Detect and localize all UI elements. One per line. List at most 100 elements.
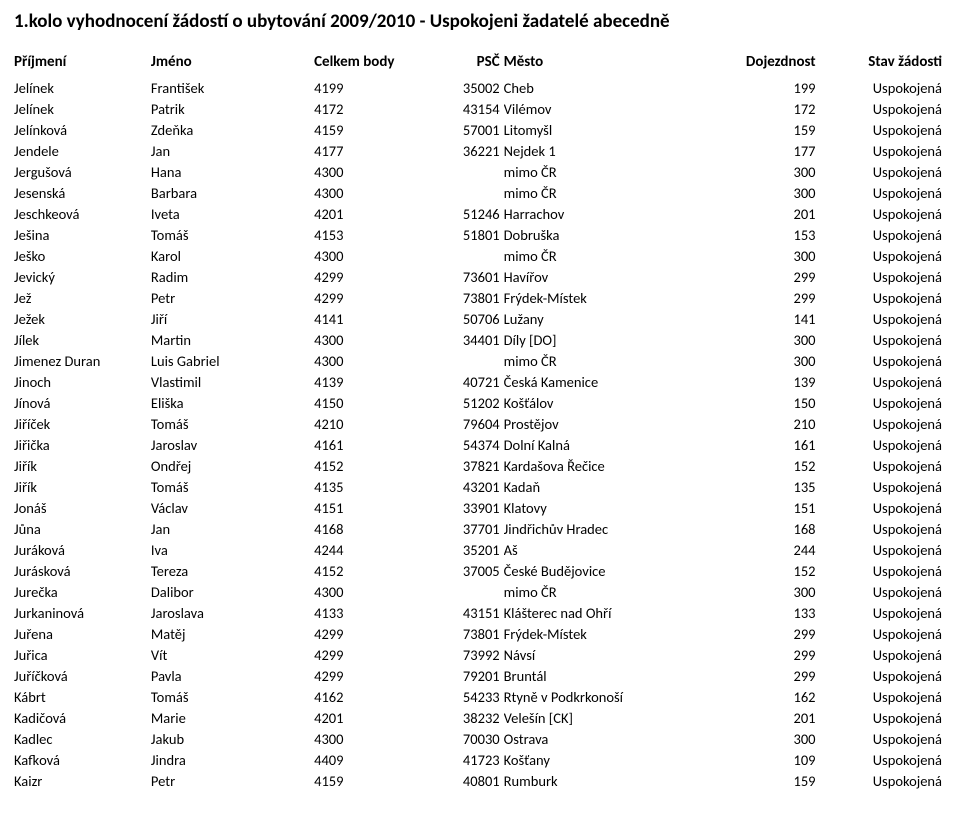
cell-status: Uspokojená xyxy=(820,266,946,287)
cell-psc: 33901 xyxy=(419,497,503,518)
table-row: KafkováJindra440941723Košťany109Uspokoje… xyxy=(14,749,946,770)
cell-dist: 133 xyxy=(704,602,820,623)
cell-name: Tomáš xyxy=(151,476,314,497)
table-row: JiříkOndřej415237821Kardašova Řečice152U… xyxy=(14,455,946,476)
cell-city: Dobruška xyxy=(504,224,704,245)
cell-surname: Ježek xyxy=(14,308,151,329)
cell-points: 4139 xyxy=(314,371,419,392)
table-row: Jimenez DuranLuis Gabriel4300mimo ČR300U… xyxy=(14,350,946,371)
cell-name: Hana xyxy=(151,161,314,182)
cell-name: Jan xyxy=(151,518,314,539)
cell-name: Vlastimil xyxy=(151,371,314,392)
cell-points: 4210 xyxy=(314,413,419,434)
cell-dist: 201 xyxy=(704,707,820,728)
cell-psc: 57001 xyxy=(419,119,503,140)
table-row: KaizrPetr415940801Rumburk159Uspokojená xyxy=(14,770,946,791)
cell-surname: Ješko xyxy=(14,245,151,266)
cell-points: 4177 xyxy=(314,140,419,161)
cell-city: Kadaň xyxy=(504,476,704,497)
cell-name: Ondřej xyxy=(151,455,314,476)
cell-dist: 244 xyxy=(704,539,820,560)
table-row: JelínkováZdeňka415957001Litomyšl159Uspok… xyxy=(14,119,946,140)
cell-city: Lužany xyxy=(504,308,704,329)
cell-points: 4168 xyxy=(314,518,419,539)
table-row: JurečkaDalibor4300mimo ČR300Uspokojená xyxy=(14,581,946,602)
cell-points: 4199 xyxy=(314,77,419,98)
cell-psc xyxy=(419,245,503,266)
table-row: KadičováMarie420138232Velešín [CK]201Usp… xyxy=(14,707,946,728)
cell-dist: 299 xyxy=(704,287,820,308)
cell-surname: Jevický xyxy=(14,266,151,287)
cell-name: Jaroslava xyxy=(151,602,314,623)
cell-city: Klatovy xyxy=(504,497,704,518)
cell-status: Uspokojená xyxy=(820,707,946,728)
table-row: JonášVáclav415133901Klatovy151Uspokojená xyxy=(14,497,946,518)
cell-status: Uspokojená xyxy=(820,413,946,434)
cell-city: Kardašova Řečice xyxy=(504,455,704,476)
cell-surname: Jonáš xyxy=(14,497,151,518)
cell-status: Uspokojená xyxy=(820,749,946,770)
cell-city: Košťany xyxy=(504,749,704,770)
cell-status: Uspokojená xyxy=(820,371,946,392)
cell-psc: 35002 xyxy=(419,77,503,98)
cell-status: Uspokojená xyxy=(820,98,946,119)
table-row: JurkaninováJaroslava413343151Klášterec n… xyxy=(14,602,946,623)
cell-psc: 54233 xyxy=(419,686,503,707)
cell-points: 4299 xyxy=(314,665,419,686)
cell-surname: Jesenská xyxy=(14,182,151,203)
cell-psc: 73992 xyxy=(419,644,503,665)
cell-city: Frýdek-Místek xyxy=(504,623,704,644)
cell-name: Dalibor xyxy=(151,581,314,602)
cell-points: 4152 xyxy=(314,560,419,581)
cell-points: 4299 xyxy=(314,266,419,287)
cell-dist: 151 xyxy=(704,497,820,518)
cell-psc: 41723 xyxy=(419,749,503,770)
cell-status: Uspokojená xyxy=(820,602,946,623)
cell-psc: 51202 xyxy=(419,392,503,413)
cell-psc xyxy=(419,182,503,203)
cell-name: Zdeňka xyxy=(151,119,314,140)
table-row: JergušováHana4300mimo ČR300Uspokojená xyxy=(14,161,946,182)
cell-status: Uspokojená xyxy=(820,77,946,98)
table-row: JurákováIva424435201Aš244Uspokojená xyxy=(14,539,946,560)
cell-points: 4299 xyxy=(314,623,419,644)
table-row: KábrtTomáš416254233Rtyně v Podkrkonoší16… xyxy=(14,686,946,707)
table-row: JeškoKarol4300mimo ČR300Uspokojená xyxy=(14,245,946,266)
table-row: JuráskováTereza415237005České Budějovice… xyxy=(14,560,946,581)
cell-psc: 37821 xyxy=(419,455,503,476)
cell-status: Uspokojená xyxy=(820,770,946,791)
cell-surname: Juříčková xyxy=(14,665,151,686)
cell-name: Jan xyxy=(151,140,314,161)
cell-status: Uspokojená xyxy=(820,497,946,518)
cell-name: Martin xyxy=(151,329,314,350)
table-row: JežPetr429973801Frýdek-Místek299Uspokoje… xyxy=(14,287,946,308)
table-header-row: Příjmení Jméno Celkem body PSČ Město Doj… xyxy=(14,51,946,77)
cell-name: Petr xyxy=(151,770,314,791)
table-row: JůnaJan416837701Jindřichův Hradec168Uspo… xyxy=(14,518,946,539)
cell-dist: 199 xyxy=(704,77,820,98)
table-row: JiříčekTomáš421079604Prostějov210Uspokoj… xyxy=(14,413,946,434)
cell-name: Pavla xyxy=(151,665,314,686)
table-row: JelínekFrantišek419935002Cheb199Uspokoje… xyxy=(14,77,946,98)
cell-points: 4153 xyxy=(314,224,419,245)
cell-psc: 37701 xyxy=(419,518,503,539)
cell-dist: 159 xyxy=(704,119,820,140)
cell-dist: 300 xyxy=(704,581,820,602)
cell-surname: Kafková xyxy=(14,749,151,770)
cell-dist: 210 xyxy=(704,413,820,434)
cell-dist: 300 xyxy=(704,350,820,371)
table-row: JešinaTomáš415351801Dobruška153Uspokojen… xyxy=(14,224,946,245)
cell-surname: Kadičová xyxy=(14,707,151,728)
cell-dist: 150 xyxy=(704,392,820,413)
cell-points: 4201 xyxy=(314,203,419,224)
cell-psc: 73601 xyxy=(419,266,503,287)
cell-status: Uspokojená xyxy=(820,476,946,497)
cell-points: 4172 xyxy=(314,98,419,119)
cell-surname: Juřica xyxy=(14,644,151,665)
cell-points: 4300 xyxy=(314,350,419,371)
cell-psc: 70030 xyxy=(419,728,503,749)
cell-surname: Jiřík xyxy=(14,455,151,476)
cell-surname: Jurásková xyxy=(14,560,151,581)
cell-psc xyxy=(419,161,503,182)
cell-dist: 161 xyxy=(704,434,820,455)
